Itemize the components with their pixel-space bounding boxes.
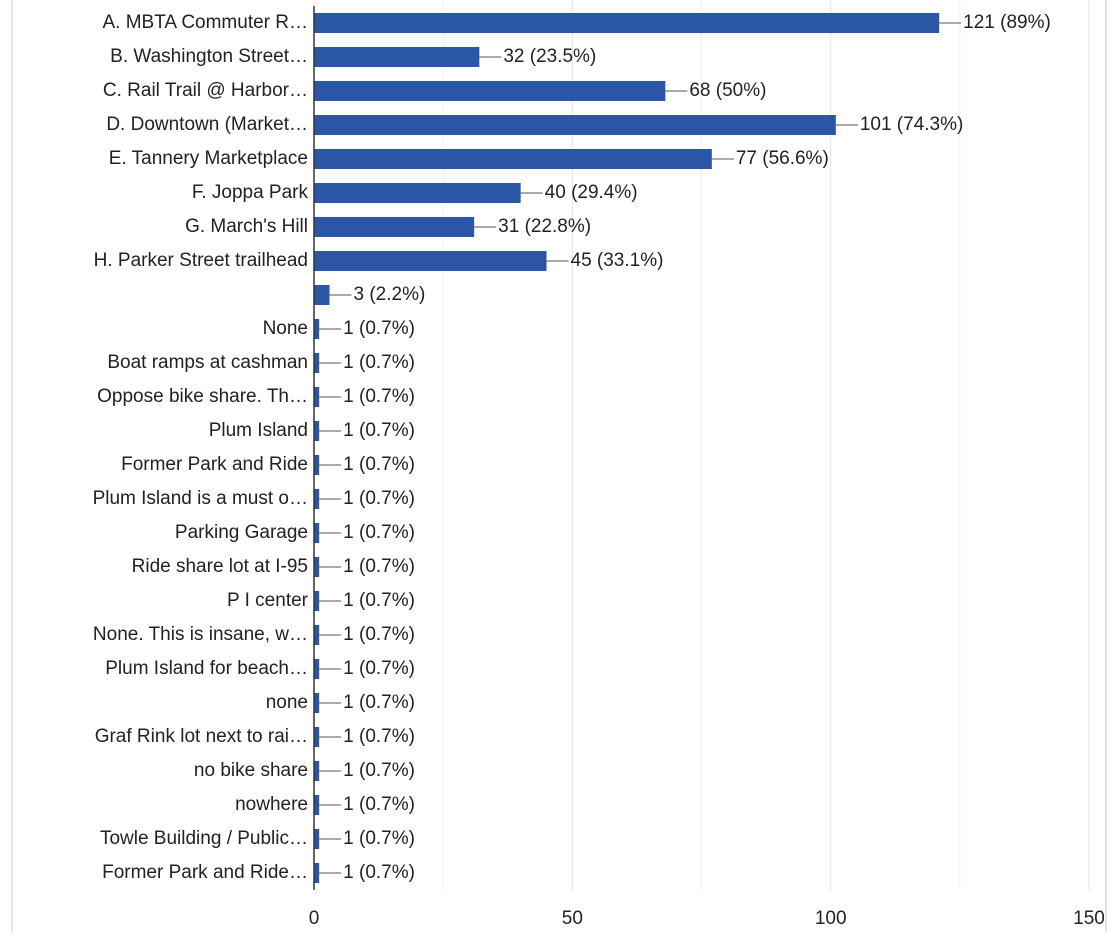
value-label: 1 (0.7%) xyxy=(343,318,415,339)
y-tick-label: Graf Rink lot next to rai… xyxy=(95,726,308,747)
bar xyxy=(314,625,320,645)
value-label: 45 (33.1%) xyxy=(571,250,664,271)
y-tick-label: C. Rail Trail @ Harbor… xyxy=(103,80,308,101)
value-label: 77 (56.6%) xyxy=(736,148,829,169)
bar xyxy=(314,217,475,237)
y-tick-label: G. March's Hill xyxy=(185,216,308,237)
bar xyxy=(314,693,320,713)
y-tick-label: none xyxy=(266,692,308,713)
y-tick-label: no bike share xyxy=(194,760,308,781)
y-tick-label: H. Parker Street trailhead xyxy=(94,250,308,271)
value-label: 1 (0.7%) xyxy=(343,692,415,713)
bar xyxy=(314,659,320,679)
bar xyxy=(314,829,320,849)
bar xyxy=(314,47,480,67)
bar xyxy=(314,115,836,135)
y-tick-label: Oppose bike share. Th… xyxy=(97,386,308,407)
bar xyxy=(314,353,320,373)
y-tick-label: Plum Island for beach… xyxy=(105,658,308,679)
value-label: 32 (23.5%) xyxy=(503,46,596,67)
value-label: 1 (0.7%) xyxy=(343,658,415,679)
bar xyxy=(314,727,320,747)
y-tick-label: nowhere xyxy=(235,794,308,815)
value-label: 1 (0.7%) xyxy=(343,454,415,475)
value-label: 1 (0.7%) xyxy=(343,386,415,407)
value-label: 1 (0.7%) xyxy=(343,556,415,577)
bar xyxy=(314,489,320,509)
y-tick-label: Towle Building / Public… xyxy=(100,828,308,849)
bar xyxy=(314,319,320,339)
y-tick-label: None xyxy=(263,318,308,339)
value-label: 1 (0.7%) xyxy=(343,590,415,611)
x-tick-label: 50 xyxy=(562,908,583,929)
y-tick-label: Parking Garage xyxy=(175,522,308,543)
y-tick-label: D. Downtown (Market… xyxy=(106,114,308,135)
bar xyxy=(314,421,320,441)
y-tick-label: None. This is insane, w… xyxy=(93,624,308,645)
bar xyxy=(314,81,666,101)
value-label: 1 (0.7%) xyxy=(343,488,415,509)
value-label: 1 (0.7%) xyxy=(343,420,415,441)
bar xyxy=(314,387,320,407)
y-tick-label: A. MBTA Commuter R… xyxy=(102,12,308,33)
value-label: 121 (89%) xyxy=(963,12,1051,33)
y-tick-label: Plum Island is a must o… xyxy=(93,488,308,509)
value-label: 1 (0.7%) xyxy=(343,794,415,815)
value-label: 1 (0.7%) xyxy=(343,862,415,883)
y-tick-label: Ride share lot at I-95 xyxy=(132,556,308,577)
y-tick-label: Boat ramps at cashman xyxy=(107,352,308,373)
bar xyxy=(314,761,320,781)
y-tick-label: B. Washington Street… xyxy=(110,46,308,67)
bar xyxy=(314,13,940,33)
bar xyxy=(314,183,521,203)
value-label: 1 (0.7%) xyxy=(343,726,415,747)
bar xyxy=(314,149,712,169)
x-tick-label: 0 xyxy=(309,908,320,929)
value-label: 1 (0.7%) xyxy=(343,352,415,373)
bar xyxy=(314,591,320,611)
x-tick-label: 150 xyxy=(1073,908,1105,929)
y-tick-label: P I center xyxy=(227,590,309,611)
value-label: 31 (22.8%) xyxy=(498,216,591,237)
bar xyxy=(314,455,320,475)
value-label: 3 (2.2%) xyxy=(354,284,426,305)
bar xyxy=(314,863,320,883)
bar xyxy=(314,557,320,577)
value-label: 1 (0.7%) xyxy=(343,828,415,849)
value-label: 1 (0.7%) xyxy=(343,624,415,645)
value-label: 40 (29.4%) xyxy=(545,182,638,203)
bar xyxy=(314,251,547,271)
y-tick-label: E. Tannery Marketplace xyxy=(109,148,308,169)
y-tick-label: F. Joppa Park xyxy=(192,182,309,203)
value-label: 1 (0.7%) xyxy=(343,760,415,781)
bar xyxy=(314,795,320,815)
x-tick-label: 100 xyxy=(815,908,847,929)
y-tick-label: Plum Island xyxy=(209,420,308,441)
value-label: 1 (0.7%) xyxy=(343,522,415,543)
y-tick-label: Former Park and Ride… xyxy=(102,862,308,883)
value-label: 68 (50%) xyxy=(689,80,766,101)
value-label: 101 (74.3%) xyxy=(860,114,964,135)
y-tick-label: Former Park and Ride xyxy=(121,454,308,475)
bar xyxy=(314,285,330,305)
bar xyxy=(314,523,320,543)
